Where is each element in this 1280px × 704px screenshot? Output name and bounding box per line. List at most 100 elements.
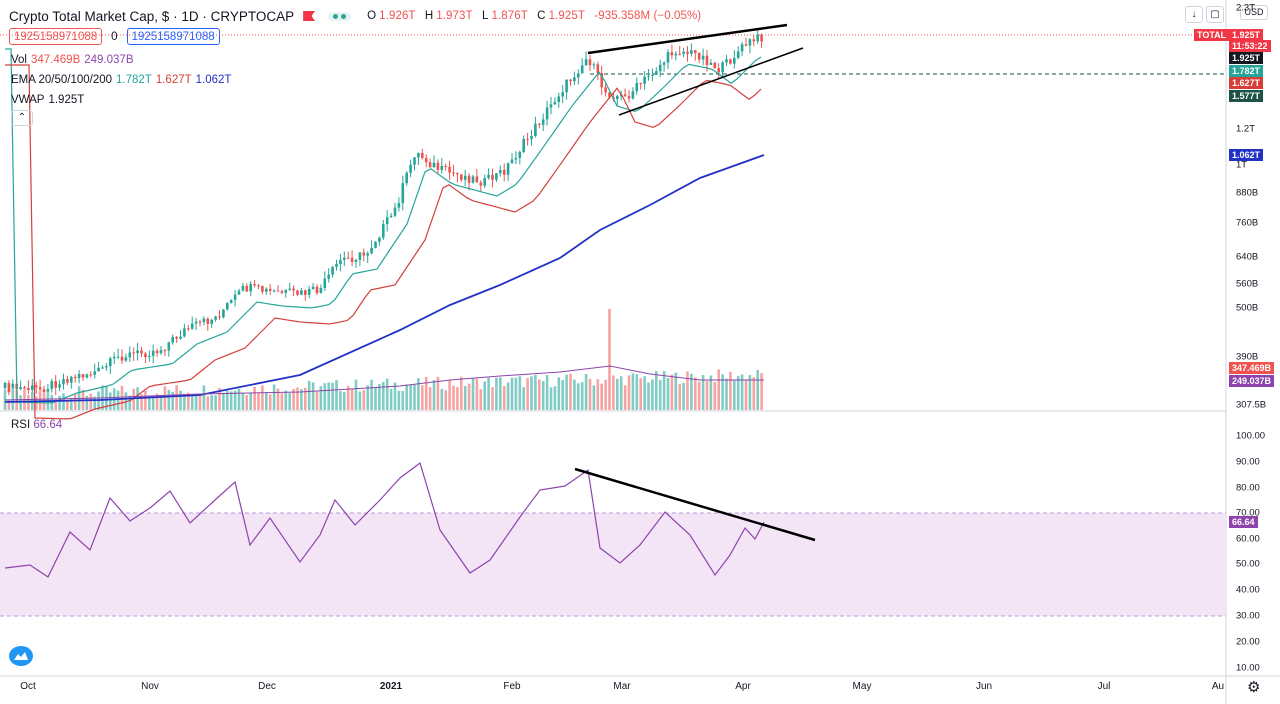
ohlc-values: O 1.926T H 1.973T L 1.876T C 1.925T -935.358…: [367, 10, 702, 22]
candle-body: [694, 50, 697, 53]
candle-body: [647, 75, 650, 77]
volume-bar: [62, 393, 65, 410]
candle-body: [526, 139, 529, 141]
candle-body: [623, 94, 627, 97]
candle-body: [670, 52, 674, 56]
volume-bar: [502, 386, 506, 410]
candle-body: [635, 82, 639, 92]
fullscreen-icon[interactable]: ▢: [1206, 6, 1224, 23]
market-status-pill[interactable]: [328, 11, 352, 21]
volume-bar: [272, 384, 276, 410]
candle-body: [616, 95, 619, 100]
rsi-value-tag: 66.64: [1229, 516, 1258, 528]
candle-body: [323, 278, 327, 288]
candle-body: [140, 350, 143, 354]
ema20-line: [5, 48, 762, 404]
volume-bar: [241, 393, 245, 410]
candle-body: [440, 165, 444, 170]
volume-bar: [319, 386, 323, 410]
collapse-legend-button[interactable]: ⌃: [11, 110, 33, 126]
volume-bar: [444, 390, 447, 410]
candle-body: [354, 259, 358, 262]
volume-bar: [510, 377, 514, 410]
time-axis-label: May: [852, 681, 872, 692]
volume-bar: [760, 373, 763, 410]
volume-bar: [534, 374, 537, 410]
volume-bar: [300, 389, 303, 410]
candle-body: [132, 352, 135, 354]
volume-bar: [155, 393, 159, 410]
rsi-legend[interactable]: RSI 66.64: [11, 419, 63, 431]
support-trendline: [618, 47, 804, 116]
candle-body: [385, 217, 389, 225]
candle-body: [292, 288, 295, 291]
candle-body: [362, 252, 366, 256]
volume-bar: [109, 392, 112, 410]
candle-body: [608, 92, 611, 98]
volume-bar: [311, 382, 315, 410]
volume-bar: [475, 378, 479, 410]
candle-body: [580, 65, 584, 74]
candle-body: [50, 381, 54, 390]
candle-body: [27, 388, 30, 390]
sell-button[interactable]: 1925158971088: [9, 28, 103, 45]
volume-bar: [374, 387, 377, 410]
volume-bar: [538, 379, 541, 410]
candle-body: [643, 76, 646, 84]
volume-bar: [592, 385, 596, 410]
volume-bar: [616, 378, 619, 410]
candle-body: [561, 92, 564, 97]
volume-bar: [54, 398, 57, 410]
candle-body: [651, 74, 654, 76]
candle-body: [210, 319, 213, 324]
volume-bar: [378, 384, 381, 410]
candle-body: [19, 387, 22, 389]
candle-body: [588, 59, 592, 66]
candle-body: [253, 284, 256, 286]
volume-bar: [385, 378, 389, 410]
volume-bar: [467, 383, 471, 410]
volume-bar: [370, 379, 373, 410]
arrow-down-icon[interactable]: ↓: [1185, 6, 1203, 23]
tradingview-logo-icon[interactable]: [9, 646, 33, 666]
candle-body: [265, 288, 268, 292]
time-axis-label: Au: [1211, 681, 1225, 692]
candle-body: [499, 169, 502, 174]
volume-bar: [432, 379, 436, 410]
candlestick-series: [3, 29, 763, 401]
volume-bar: [717, 369, 720, 410]
currency-button[interactable]: USD: [1240, 5, 1268, 20]
volume-bar: [655, 371, 658, 410]
candle-body: [187, 328, 190, 330]
symbol-title[interactable]: Crypto Total Market Cap, $ · 1D · CRYPTO…: [9, 8, 295, 24]
candle-body: [655, 71, 658, 75]
rsi-line: [4, 462, 765, 578]
candle-body: [300, 290, 303, 295]
candle-body: [206, 318, 210, 324]
volume-bar: [483, 381, 486, 410]
candle-body: [596, 64, 600, 73]
time-axis-label: 2021: [379, 681, 403, 692]
candle-body: [370, 247, 373, 254]
candle-body: [85, 374, 89, 378]
gear-icon[interactable]: ⚙: [1247, 679, 1261, 696]
buy-button[interactable]: 1925158971088: [126, 28, 220, 45]
volume-bar: [506, 382, 510, 410]
candle-body: [424, 157, 428, 163]
candle-body: [38, 387, 42, 390]
candle-body: [721, 62, 724, 73]
flag-icon[interactable]: [303, 11, 316, 21]
vwap-legend[interactable]: VWAP 1.925T: [11, 94, 85, 106]
candle-body: [697, 52, 701, 60]
ema-legend[interactable]: EMA 20/50/100/200 1.782T 1.627T 1.062T: [11, 74, 232, 86]
volume-bar: [643, 376, 646, 410]
candle-body: [432, 162, 436, 168]
volume-bar: [73, 394, 77, 410]
candle-body: [479, 182, 483, 186]
candle-body: [233, 294, 237, 300]
candle-body: [128, 352, 132, 358]
volume-legend[interactable]: Vol 347.469B 249.037B: [11, 54, 134, 66]
rsi-axis-label: 10.00: [1236, 662, 1260, 674]
volume-bar: [491, 387, 494, 410]
